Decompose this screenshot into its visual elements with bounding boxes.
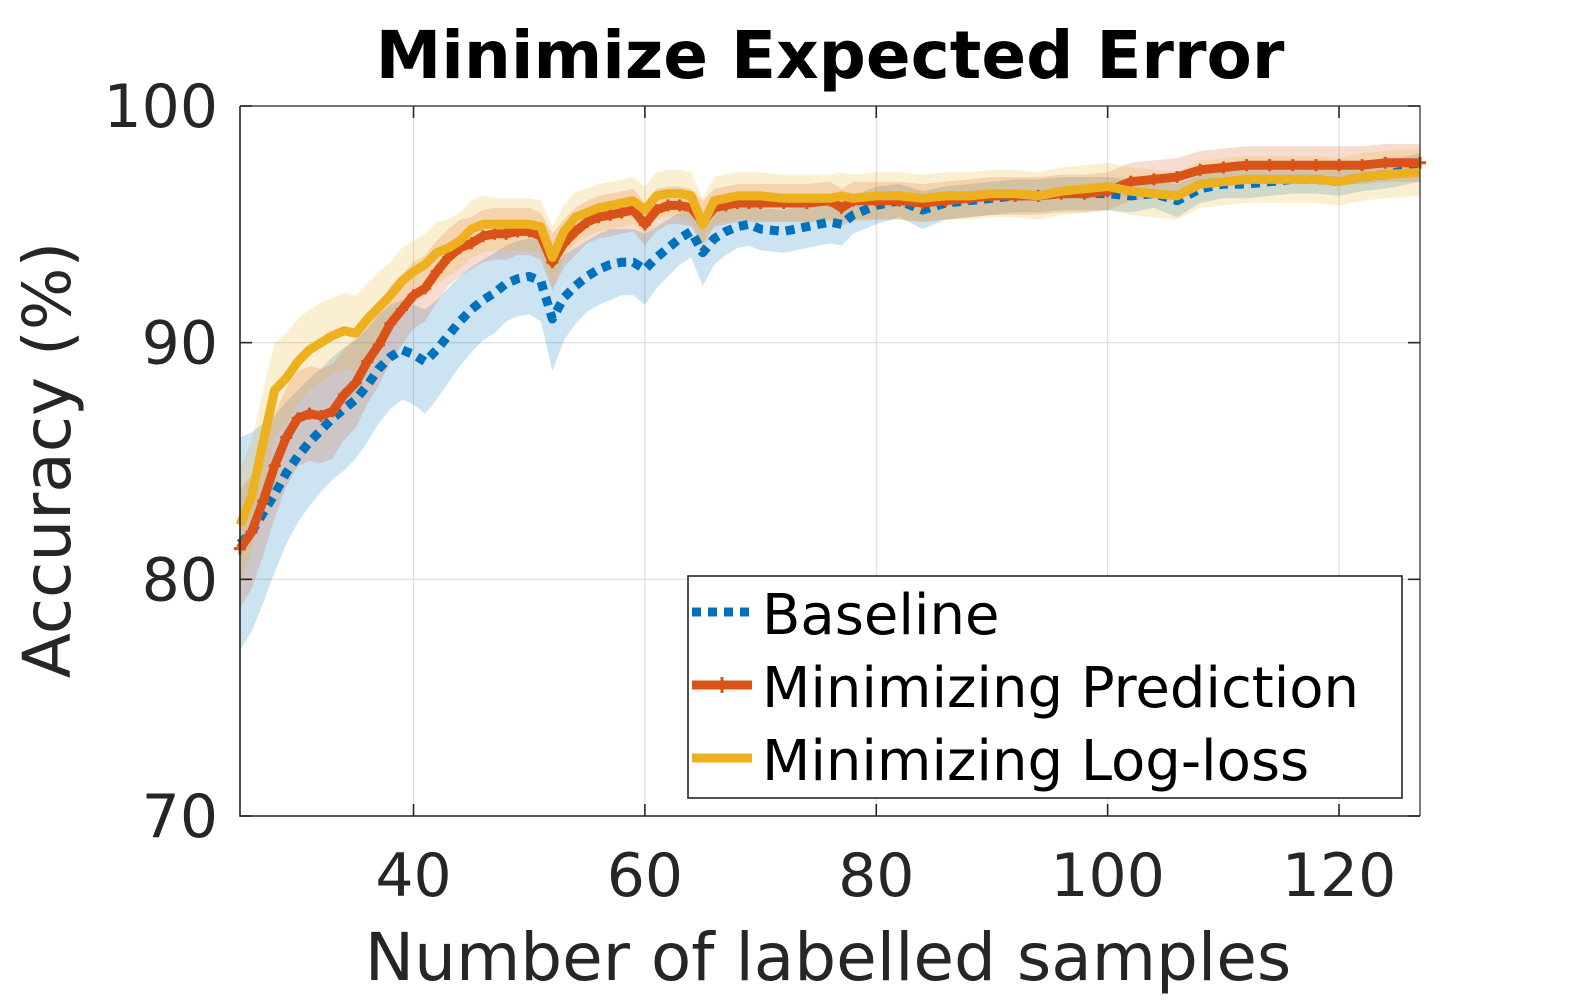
data-point [1240,159,1253,172]
data-point [361,355,374,368]
data-point [592,211,605,224]
data-point [1263,159,1276,172]
series-line-minimizing-log-loss [235,167,1421,527]
data-point [326,405,339,418]
data-point [314,410,327,423]
data-point [476,230,489,243]
legend-label: Minimizing Prediction [762,656,1359,721]
data-point [604,208,617,221]
data-point [245,526,258,538]
y-axis-label: Accuracy (%) [9,242,86,679]
data-point [638,218,651,231]
axis-frame-top-right [240,105,1421,816]
data-point [291,412,304,425]
data-point [372,339,385,352]
x-tick-label: 60 [607,841,683,911]
data-point [442,251,455,264]
series-line-baseline [236,163,1421,547]
x-tick-label: 40 [375,841,451,911]
data-point [673,199,686,212]
x-axis-label: Number of labelled samples [365,919,1291,996]
data-point [615,206,628,219]
data-point [1194,163,1207,176]
data-point [1333,159,1346,172]
y-tick-label: 100 [103,72,218,142]
data-point [500,227,513,240]
data-point [349,376,362,389]
legend-label: Baseline [762,583,999,648]
x-tick-label: 80 [838,841,914,911]
tick-labels: 40 60 80 100 120 70 80 90 100 [103,72,1396,911]
legend-label: Minimizing Log-loss [762,729,1309,794]
data-point [465,237,478,250]
data-point [1171,171,1184,183]
data-point [1356,159,1369,172]
x-tick-label: 100 [1050,841,1165,911]
data-point [338,388,351,401]
data-point [1147,173,1160,186]
data-point [1217,161,1230,174]
y-tick-label: 90 [142,309,218,379]
y-tick-label: 80 [142,545,218,615]
series-lines [234,156,1426,555]
data-point [407,289,420,302]
confidence-bands [240,143,1420,651]
data-point [419,282,432,295]
data-point [395,303,408,316]
data-point [1286,159,1299,172]
data-point [569,225,582,238]
data-point [257,495,270,508]
data-point [384,317,397,330]
data-point [650,204,663,217]
legend: Baseline Minimizing Prediction Minimizing … [687,575,1403,799]
axis-frame [239,106,1420,817]
x-tick-label: 120 [1282,841,1397,911]
data-point [268,459,281,472]
data-point [662,199,675,212]
data-point [1124,175,1137,188]
chart-title: Minimize Expected Error [376,17,1285,94]
data-point [1309,159,1322,172]
data-point [581,215,594,228]
data-point [488,227,501,240]
data-point [303,407,316,420]
data-point [280,431,293,444]
data-point [835,201,848,214]
band-minimizing-log-loss [240,148,1420,582]
y-tick-label: 70 [142,782,218,852]
data-point [1379,156,1392,169]
data-point [430,265,443,278]
axes [239,105,1421,817]
legend-box [687,575,1403,799]
